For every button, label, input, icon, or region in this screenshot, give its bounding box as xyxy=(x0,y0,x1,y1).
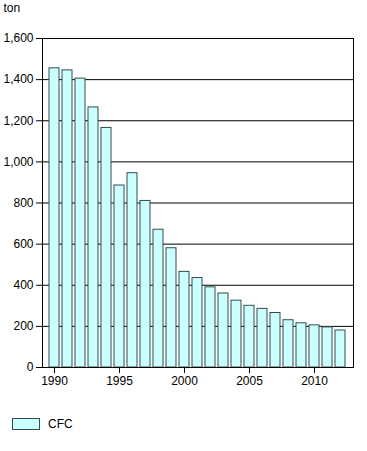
svg-text:1995: 1995 xyxy=(106,374,133,388)
svg-text:ton: ton xyxy=(4,1,21,15)
svg-text:400: 400 xyxy=(13,278,33,292)
svg-text:1,200: 1,200 xyxy=(3,114,33,128)
svg-text:0: 0 xyxy=(27,360,34,374)
svg-text:2005: 2005 xyxy=(236,374,263,388)
html-text:CFC: CFC xyxy=(48,417,73,431)
svg-text:1,000: 1,000 xyxy=(3,155,33,169)
svg-text:1,600: 1,600 xyxy=(3,31,33,45)
svg-text:1,400: 1,400 xyxy=(3,72,33,86)
svg-text:200: 200 xyxy=(13,319,33,333)
svg-text:800: 800 xyxy=(13,196,33,210)
svg-text:600: 600 xyxy=(13,237,33,251)
svg-text:1990: 1990 xyxy=(41,374,68,388)
svg-text:2010: 2010 xyxy=(301,374,328,388)
svg-text:2000: 2000 xyxy=(171,374,198,388)
